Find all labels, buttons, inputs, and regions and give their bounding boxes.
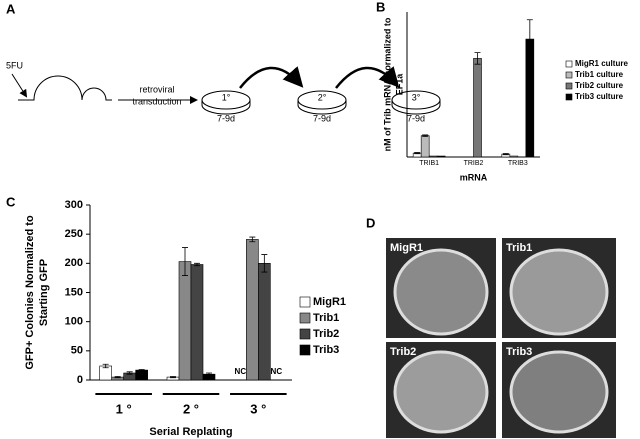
x-axis-label: Serial Replating — [149, 426, 232, 438]
well — [393, 350, 489, 434]
label: 5FU — [6, 60, 23, 70]
x-axis-label: mRNA — [460, 172, 488, 182]
legend-swatch — [299, 344, 311, 356]
label: 1° — [222, 92, 231, 102]
y-tick-label: 250 — [65, 228, 83, 240]
error-bar — [526, 19, 533, 59]
error-bar — [422, 134, 429, 137]
photo-grid: MigR1 Trib1 Trib2 Trib3 — [386, 238, 616, 438]
error-bar — [126, 371, 133, 375]
label: 3° — [412, 92, 421, 102]
well — [509, 248, 609, 336]
legend-swatch — [565, 60, 573, 68]
legend-label: Trib2 — [313, 328, 339, 340]
label: 7-9d — [313, 113, 331, 123]
panel-label: A — [6, 1, 16, 16]
label: retroviral — [139, 84, 174, 94]
error-bar — [138, 369, 145, 372]
legend-label: MigR1 culture — [575, 59, 628, 68]
bar — [246, 239, 259, 381]
legend-label: Trib1 culture — [575, 70, 624, 79]
arrow — [11, 73, 28, 98]
bar — [190, 264, 204, 381]
bar — [178, 261, 192, 381]
legend-swatch — [299, 296, 311, 308]
error-bar — [414, 152, 421, 155]
bar — [436, 155, 446, 158]
label: 7-9d — [217, 113, 235, 123]
y-axis-label: Starting GFP — [38, 259, 50, 326]
diagram: 5FU retroviral transduction 1° 7-9d 2° 7… — [6, 60, 441, 123]
bar — [258, 263, 271, 381]
panel-label: D — [366, 215, 375, 230]
bar — [473, 58, 482, 158]
photo-label: Trib1 — [506, 242, 532, 254]
annotation: NC — [271, 367, 283, 376]
annotation: NC — [235, 367, 247, 376]
x-tick-label: 2 ° — [183, 401, 199, 416]
arrow — [335, 66, 400, 89]
bar — [509, 155, 519, 158]
y-tick-label: 200 — [65, 257, 83, 269]
well — [393, 248, 489, 336]
y-tick-label: 0 — [77, 374, 83, 386]
photo-label: Trib3 — [506, 346, 532, 358]
legend-label: Trib3 — [313, 344, 339, 356]
photo-label: MigR1 — [390, 242, 423, 254]
y-axis-label: EF1a — [394, 73, 404, 96]
arrow — [239, 66, 304, 89]
error-bar — [194, 262, 200, 267]
bar — [420, 135, 430, 158]
legend-label: Trib3 culture — [575, 92, 624, 101]
panel-label: B — [376, 0, 385, 14]
y-axis-label: GFP+ Colonies Normalized to — [24, 215, 36, 370]
dish: 3° 7-9d — [391, 90, 441, 123]
error-bar — [114, 376, 121, 379]
dish: 1° 7-9d — [201, 90, 251, 123]
panel-label: C — [6, 194, 16, 209]
photo-label: Trib2 — [390, 346, 416, 358]
error-bar — [170, 376, 176, 379]
error-bar — [261, 254, 268, 273]
error-bar — [102, 363, 109, 369]
legend-swatch — [565, 82, 573, 90]
legend-label: Trib2 culture — [575, 81, 624, 90]
legend-swatch — [299, 328, 311, 340]
x-tick-label: 3 ° — [250, 401, 266, 416]
legend-label: Trib1 — [313, 312, 339, 324]
legend-swatch — [565, 93, 573, 101]
legend-swatch — [299, 312, 311, 324]
well — [509, 350, 609, 434]
x-tick-label: 1 ° — [116, 401, 132, 416]
legend-swatch — [565, 71, 573, 79]
legend-label: MigR1 — [313, 296, 346, 308]
x-tick-label: TRIB2 — [464, 160, 484, 167]
label: 7-9d — [407, 113, 425, 123]
error-bar — [502, 153, 509, 156]
label: transduction — [132, 96, 181, 106]
label: 2° — [318, 92, 327, 102]
y-tick-label: 150 — [65, 286, 83, 298]
error-bar — [182, 247, 188, 276]
bar — [135, 369, 148, 381]
error-bar — [206, 372, 212, 376]
error-bar — [474, 52, 481, 65]
error-bar — [249, 236, 256, 243]
y-tick-label: 300 — [65, 199, 83, 211]
x-tick-label: TRIB3 — [508, 160, 528, 167]
dish: 2° 7-9d — [297, 90, 347, 123]
mouse-shape — [18, 75, 112, 101]
x-tick-label: TRIB1 — [419, 160, 439, 167]
y-tick-label: 100 — [65, 316, 83, 328]
y-tick-label: 50 — [71, 345, 83, 357]
bar — [428, 155, 438, 158]
y-axis-label: nM of Trib mRNA normalized to — [382, 17, 392, 151]
